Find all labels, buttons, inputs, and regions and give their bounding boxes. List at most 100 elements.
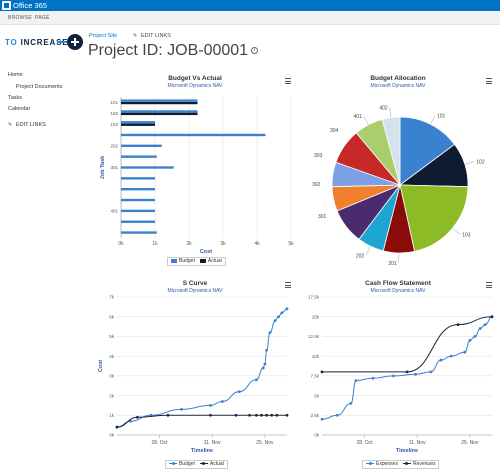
- chart-subtitle: Microsoft Dynamics NAV: [167, 288, 223, 294]
- chart-menu-icon[interactable]: [285, 282, 291, 288]
- chart-menu-icon[interactable]: [285, 78, 291, 84]
- chart-title: S Curve: [182, 280, 208, 287]
- series-point: [405, 370, 409, 374]
- x-axis-title: Timeline: [396, 448, 418, 454]
- edit-links-top-link[interactable]: ✎ EDIT LINKS: [133, 33, 171, 39]
- series-point: [320, 417, 324, 421]
- chart-menu-icon[interactable]: [486, 282, 492, 288]
- office-logo-icon[interactable]: [2, 1, 11, 10]
- bar-budget: [121, 155, 157, 158]
- x-tick-label: 11. Nov: [409, 440, 426, 446]
- series-point: [354, 379, 358, 382]
- legend-swatch: [171, 258, 177, 263]
- y-tick-label: 7k: [109, 295, 115, 300]
- suite-title[interactable]: Office 365: [13, 1, 48, 10]
- series-point: [335, 413, 339, 417]
- nav-item-calendar[interactable]: Calendar: [8, 106, 31, 112]
- x-tick-label: 28. Oct: [151, 440, 168, 446]
- series-point: [268, 331, 272, 334]
- cash-flow-canvas: 0k 2.5k 5k 7.5k 10k 12.5k 15k 17.5k 28. Oct 11. N…: [308, 295, 494, 454]
- y-tick-label: 17.5k: [308, 295, 320, 300]
- tab-page[interactable]: PAGE: [35, 15, 50, 21]
- x-tick-label: 3k: [220, 241, 226, 247]
- series-point: [439, 358, 443, 362]
- bar-budget: [121, 220, 155, 223]
- y-tick-label: 0k: [314, 433, 320, 438]
- bar-actual: [121, 123, 155, 126]
- logo-text-increase: INCREASE: [20, 38, 69, 47]
- bar-budget: [121, 121, 155, 124]
- series-point: [260, 413, 263, 417]
- series-line: [321, 316, 493, 420]
- x-tick-label: 4k: [254, 241, 260, 247]
- series-point: [349, 402, 353, 405]
- series-point: [265, 413, 268, 417]
- x-axis-title: Timeline: [191, 448, 213, 454]
- series-point: [234, 413, 238, 417]
- slice-label: 201: [388, 261, 397, 267]
- series-point: [483, 323, 487, 326]
- series-point: [392, 374, 395, 378]
- slice-label: 103: [462, 233, 471, 239]
- chart-legend[interactable]: Budget Actual: [165, 460, 228, 469]
- legend-marker: [402, 461, 411, 466]
- bar-budget: [121, 144, 162, 148]
- logo-text-to: TO: [5, 38, 18, 47]
- series-point: [248, 413, 252, 417]
- bar-budget: [121, 166, 174, 169]
- slice-label: 101: [437, 113, 446, 119]
- nav-edit-links[interactable]: ✎ EDIT LINKS: [8, 122, 46, 128]
- y-tick-label: 0k: [109, 433, 115, 438]
- suite-bar: Office 365: [0, 0, 500, 11]
- page-title: Project ID: JOB-00001 i: [88, 42, 259, 60]
- series-point: [136, 415, 139, 419]
- slice-label: 202: [356, 253, 365, 259]
- ribbon-tabs: BROWSE PAGE: [0, 11, 500, 25]
- series-point: [449, 354, 453, 358]
- nav-item-tasks[interactable]: Tasks: [8, 95, 23, 101]
- y-tick-label: 301: [110, 165, 118, 170]
- slice-leader-line: [365, 246, 371, 256]
- chart-subtitle: Microsoft Dynamics NAV: [370, 83, 426, 89]
- edit-links-label: EDIT LINKS: [141, 33, 171, 39]
- pie-slice: [399, 116, 456, 186]
- series-point: [371, 376, 375, 380]
- series-point: [414, 372, 417, 376]
- nav-item-project-documents[interactable]: Project Documents: [16, 84, 63, 90]
- y-tick-label: 5k: [314, 393, 320, 398]
- slice-label: 401: [353, 114, 362, 120]
- series-point: [275, 413, 279, 417]
- chart-menu-icon[interactable]: [486, 78, 492, 84]
- x-tick-label: 25. Nov: [461, 440, 479, 446]
- legend-marker: [169, 461, 177, 466]
- project-site-link[interactable]: Project Site: [89, 33, 118, 39]
- legend-swatch: [199, 258, 206, 263]
- series-point: [221, 400, 224, 403]
- chart-legend[interactable]: Budget Actual: [167, 257, 226, 266]
- s-curve-canvas: 0k 1k 2k 3k 4k 5k 6k 7k 28. Oct 11. Nov 25. Nov Tim…: [98, 295, 289, 454]
- budget-vs-actual-chart: Budget Vs Actual Microsoft Dynamics NAV …: [95, 75, 295, 270]
- slice-leader-line: [389, 107, 392, 118]
- series-point: [263, 362, 267, 366]
- cash-flow-chart: Cash Flow Statement Microsoft Dynamics N…: [300, 280, 496, 474]
- y-tick-label: 202: [110, 144, 118, 149]
- bar-actual: [121, 112, 198, 116]
- series-line: [322, 316, 493, 373]
- series-point: [490, 315, 494, 319]
- x-tick-label: 11. Nov: [204, 440, 221, 446]
- y-tick-label: 2.5k: [310, 413, 319, 418]
- y-tick-label: 7.5k: [310, 374, 319, 379]
- tab-browse[interactable]: BROWSE: [8, 15, 33, 21]
- bar-budget: [121, 209, 155, 213]
- y-tick-label: 12.5k: [308, 334, 320, 339]
- info-icon[interactable]: i: [251, 47, 259, 55]
- series-point: [255, 378, 258, 382]
- series-point: [285, 307, 289, 311]
- y-tick-label: 10k: [312, 354, 320, 359]
- series-point: [473, 335, 477, 338]
- y-tick-label: 1k: [109, 413, 115, 418]
- chart-title: Cash Flow Statement: [365, 280, 431, 287]
- nav-item-home[interactable]: Home: [8, 72, 23, 78]
- x-tick-label: 28. Oct: [356, 440, 373, 446]
- chart-legend[interactable]: Expenses Revenues: [362, 460, 440, 469]
